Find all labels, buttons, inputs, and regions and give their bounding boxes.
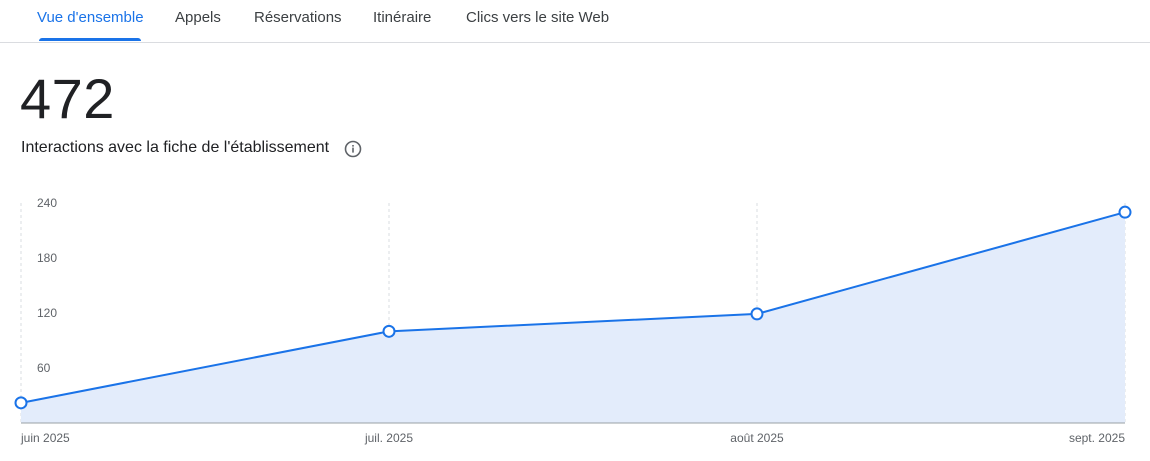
active-tab-indicator	[39, 38, 141, 41]
tab-directions[interactable]: Itinéraire	[373, 9, 432, 26]
y-tick-label: 180	[37, 251, 57, 265]
chart-area-fill	[21, 212, 1125, 423]
y-tick-label: 120	[37, 306, 57, 320]
info-icon[interactable]	[344, 140, 362, 158]
tab-website-clicks[interactable]: Clics vers le site Web	[466, 9, 610, 26]
y-tick-label: 240	[37, 196, 57, 210]
tab-bar: Vue d'ensemble Appels Réservations Itiné…	[0, 0, 1150, 43]
total-interactions-value: 472	[20, 67, 115, 130]
tab-overview[interactable]: Vue d'ensemble	[37, 9, 144, 26]
x-tick-label: juil. 2025	[364, 431, 413, 445]
x-tick-label: août 2025	[730, 431, 784, 445]
y-tick-label: 60	[37, 361, 51, 375]
data-point	[14, 396, 28, 410]
tab-reservations[interactable]: Réservations	[254, 9, 342, 26]
metric-label: Interactions avec la fiche de l'établiss…	[21, 139, 330, 156]
interactions-chart: 60 120 180 240 juin 2025 juil. 2025 août 2025 s…	[14, 196, 1132, 445]
data-point	[750, 307, 764, 321]
data-point	[1118, 205, 1132, 219]
series-line	[20, 211, 1126, 404]
x-tick-label: juin 2025	[20, 431, 70, 445]
data-point	[382, 324, 396, 338]
tab-calls[interactable]: Appels	[175, 9, 221, 26]
x-tick-label: sept. 2025	[1069, 431, 1125, 445]
